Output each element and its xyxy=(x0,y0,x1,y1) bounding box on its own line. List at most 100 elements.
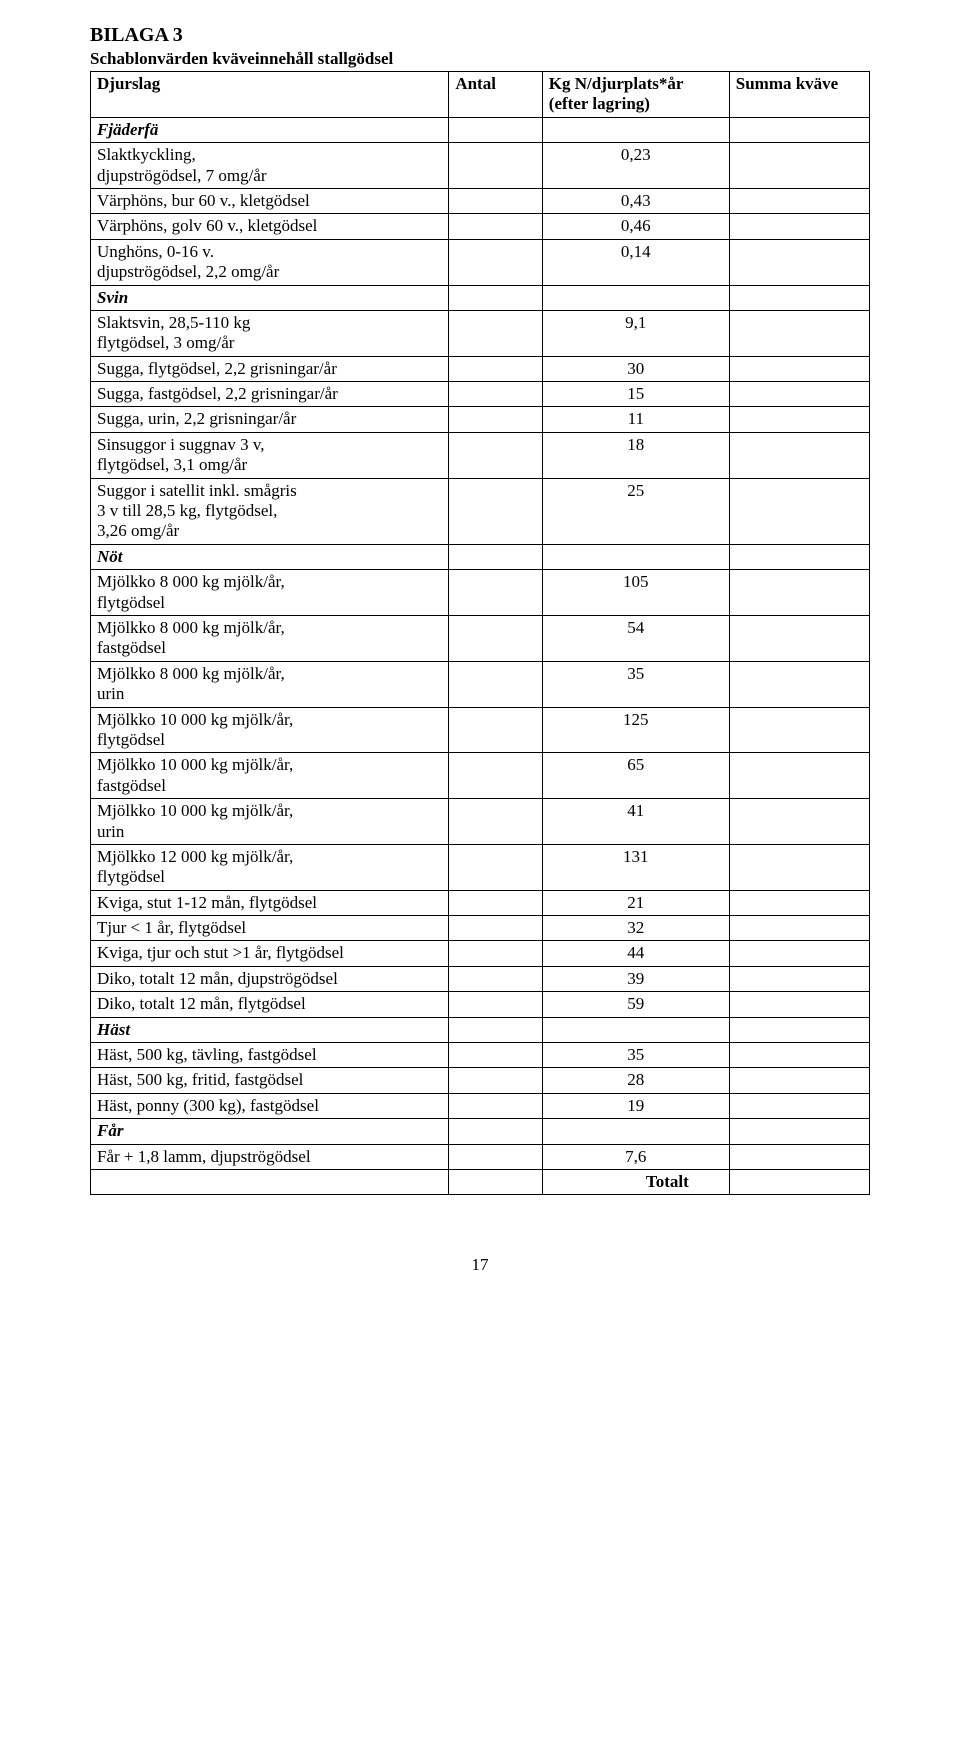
value-cell: 0,46 xyxy=(542,214,729,239)
empty-cell xyxy=(91,1169,449,1194)
row-label-line: flytgödsel xyxy=(97,593,165,612)
antal-cell xyxy=(449,661,542,707)
table-row: Sugga, flytgödsel, 2,2 grisningar/år30 xyxy=(91,356,870,381)
table-row: Slaktkyckling,djupströgödsel, 7 omg/år0,… xyxy=(91,143,870,189)
total-label: Totalt xyxy=(542,1169,729,1194)
antal-cell xyxy=(449,799,542,845)
row-label: Häst, 500 kg, fritid, fastgödsel xyxy=(91,1068,449,1093)
antal-cell xyxy=(449,890,542,915)
row-label-line: Mjölkko 8 000 kg mjölk/år, xyxy=(97,572,285,591)
summa-cell xyxy=(729,941,869,966)
table-row: Kviga, tjur och stut >1 år, flytgödsel44 xyxy=(91,941,870,966)
summa-cell xyxy=(729,382,869,407)
row-label: Kviga, stut 1-12 mån, flytgödsel xyxy=(91,890,449,915)
antal-cell xyxy=(449,310,542,356)
page-number: 17 xyxy=(90,1255,870,1275)
value-cell: 35 xyxy=(542,661,729,707)
summa-cell xyxy=(729,615,869,661)
table-row: Slaktsvin, 28,5-110 kgflytgödsel, 3 omg/… xyxy=(91,310,870,356)
antal-cell xyxy=(449,382,542,407)
row-label-line: Värphöns, bur 60 v., kletgödsel xyxy=(97,191,310,210)
value-cell: 125 xyxy=(542,707,729,753)
summa-cell xyxy=(729,214,869,239)
row-label: Sinsuggor i suggnav 3 v,flytgödsel, 3,1 … xyxy=(91,432,449,478)
section-label: Svin xyxy=(91,285,449,310)
row-label: Kviga, tjur och stut >1 år, flytgödsel xyxy=(91,941,449,966)
value-cell: 35 xyxy=(542,1043,729,1068)
table-row: Mjölkko 10 000 kg mjölk/år,urin 41 xyxy=(91,799,870,845)
summa-cell xyxy=(729,707,869,753)
value-cell: 21 xyxy=(542,890,729,915)
summa-cell xyxy=(729,188,869,213)
row-label-line: Mjölkko 10 000 kg mjölk/år, xyxy=(97,801,293,820)
row-label: Slaktsvin, 28,5-110 kgflytgödsel, 3 omg/… xyxy=(91,310,449,356)
row-label-line: fastgödsel xyxy=(97,776,166,795)
row-label-line: djupströgödsel, 7 omg/år xyxy=(97,166,267,185)
value-cell: 32 xyxy=(542,916,729,941)
header-summa: Summa kväve xyxy=(729,72,869,118)
empty-cell xyxy=(729,544,869,569)
summa-cell xyxy=(729,570,869,616)
row-label-line: flytgödsel, 3 omg/år xyxy=(97,333,234,352)
empty-cell xyxy=(542,1119,729,1144)
table-row: Mjölkko 12 000 kg mjölk/år,flytgödsel131 xyxy=(91,844,870,890)
empty-cell xyxy=(449,1169,542,1194)
value-cell: 0,23 xyxy=(542,143,729,189)
row-label-line: Diko, totalt 12 mån, djupströgödsel xyxy=(97,969,338,988)
empty-cell xyxy=(542,1017,729,1042)
summa-cell xyxy=(729,356,869,381)
antal-cell xyxy=(449,478,542,544)
value-cell: 28 xyxy=(542,1068,729,1093)
row-label-line: Suggor i satellit inkl. smågris xyxy=(97,481,297,500)
antal-cell xyxy=(449,941,542,966)
section-label: Fjäderfä xyxy=(91,117,449,142)
header-antal: Antal xyxy=(449,72,542,118)
row-label: Mjölkko 10 000 kg mjölk/år,urin xyxy=(91,799,449,845)
empty-cell xyxy=(449,117,542,142)
summa-cell xyxy=(729,432,869,478)
row-label-line: urin xyxy=(97,684,124,703)
empty-cell xyxy=(729,1017,869,1042)
row-label-line: flytgödsel, 3,1 omg/år xyxy=(97,455,247,474)
value-cell: 7,6 xyxy=(542,1144,729,1169)
row-label-line: Tjur < 1 år, flytgödsel xyxy=(97,918,246,937)
row-label: Mjölkko 10 000 kg mjölk/år,flytgödsel xyxy=(91,707,449,753)
antal-cell xyxy=(449,916,542,941)
row-label-line: Häst, 500 kg, tävling, fastgödsel xyxy=(97,1045,317,1064)
summa-cell xyxy=(729,992,869,1017)
empty-cell xyxy=(449,1119,542,1144)
summa-cell xyxy=(729,916,869,941)
antal-cell xyxy=(449,1093,542,1118)
row-label: Mjölkko 8 000 kg mjölk/år,urin xyxy=(91,661,449,707)
row-label-line: Mjölkko 8 000 kg mjölk/år, xyxy=(97,618,285,637)
value-cell: 41 xyxy=(542,799,729,845)
header-kg-n-line1: Kg N/djurplats*år xyxy=(549,74,684,93)
empty-cell xyxy=(449,1017,542,1042)
value-cell: 19 xyxy=(542,1093,729,1118)
subtitle: Schablonvärden kväveinnehåll stallgödsel xyxy=(90,49,870,69)
header-kg-n: Kg N/djurplats*år (efter lagring) xyxy=(542,72,729,118)
row-label: Tjur < 1 år, flytgödsel xyxy=(91,916,449,941)
table-row: Sinsuggor i suggnav 3 v,flytgödsel, 3,1 … xyxy=(91,432,870,478)
antal-cell xyxy=(449,1043,542,1068)
row-label-line: 3,26 omg/år xyxy=(97,521,179,540)
summa-cell xyxy=(729,239,869,285)
antal-cell xyxy=(449,1144,542,1169)
antal-cell xyxy=(449,707,542,753)
summa-cell xyxy=(729,890,869,915)
value-cell: 9,1 xyxy=(542,310,729,356)
table-row: Häst, ponny (300 kg), fastgödsel19 xyxy=(91,1093,870,1118)
table-row: Diko, totalt 12 mån, djupströgödsel 39 xyxy=(91,966,870,991)
summa-cell xyxy=(729,478,869,544)
row-label-line: flytgödsel xyxy=(97,730,165,749)
antal-cell xyxy=(449,239,542,285)
table-row: Får + 1,8 lamm, djupströgödsel7,6 xyxy=(91,1144,870,1169)
table-row: Mjölkko 10 000 kg mjölk/år,flytgödsel 125 xyxy=(91,707,870,753)
summa-cell xyxy=(729,966,869,991)
row-label: Sugga, fastgödsel, 2,2 grisningar/år xyxy=(91,382,449,407)
empty-cell xyxy=(729,1119,869,1144)
value-cell: 39 xyxy=(542,966,729,991)
row-label: Diko, totalt 12 mån, djupströgödsel xyxy=(91,966,449,991)
row-label-line: 3 v till 28,5 kg, flytgödsel, xyxy=(97,501,277,520)
table-row: Suggor i satellit inkl. smågris3 v till … xyxy=(91,478,870,544)
